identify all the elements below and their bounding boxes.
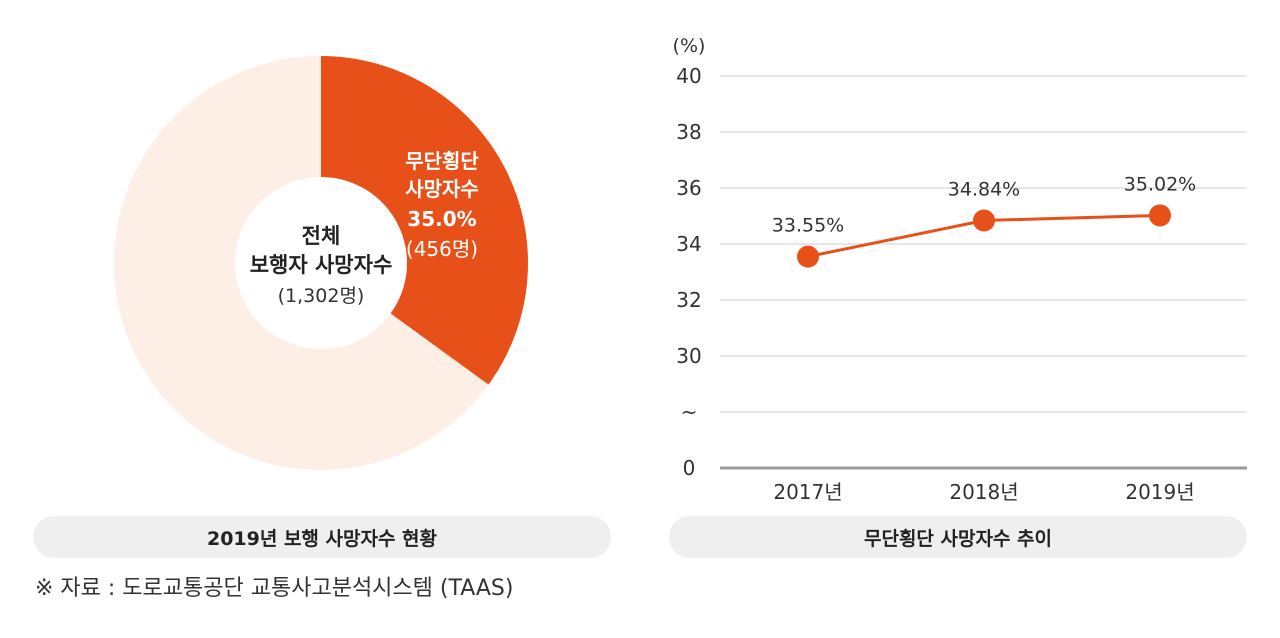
- slice-percent-label: 35.0%: [407, 207, 476, 231]
- slice-label-line2: 사망자수: [405, 177, 479, 201]
- donut-slice-1: [113, 56, 489, 470]
- source-note: ※ 자료 : 도로교통공단 교통사고분석시스템 (TAAS): [35, 576, 514, 601]
- y-tick-label: 0: [683, 456, 696, 480]
- y-tick-label: 30: [676, 344, 701, 368]
- line-chart-caption: 무단횡단 사망자수 추이: [669, 516, 1247, 558]
- data-point: [973, 209, 995, 232]
- slice-count-label: (456명): [406, 237, 478, 261]
- y-tick-label: ~: [681, 400, 698, 424]
- center-label-line3: (1,302명): [278, 285, 365, 307]
- y-unit-label: (%): [673, 35, 706, 57]
- y-tick-label: 36: [676, 176, 701, 200]
- data-point: [797, 245, 819, 268]
- y-tick-label: 38: [676, 120, 701, 144]
- data-point: [1149, 204, 1171, 227]
- data-label: 35.02%: [1124, 173, 1196, 195]
- y-tick-label: 34: [676, 232, 701, 256]
- x-tick-label: 2019년: [1125, 480, 1194, 504]
- donut-chart-caption: 2019년 보행 사망자수 현황: [33, 516, 611, 558]
- donut-slice-0: [321, 56, 528, 385]
- center-label-line2: 보행자 사망자수: [250, 253, 393, 277]
- data-label: 33.55%: [772, 215, 844, 237]
- x-tick-label: 2017년: [773, 480, 842, 504]
- y-tick-label: 40: [676, 64, 701, 88]
- data-label: 34.84%: [948, 178, 1020, 200]
- y-tick-label: 32: [676, 288, 701, 312]
- x-tick-label: 2018년: [949, 480, 1018, 504]
- center-label-line1: 전체: [302, 224, 341, 248]
- line-chart: (%) 40 38 36 34 32 30 ~0 33.55% 34.84% 35.02% 2017년…: [673, 35, 1247, 504]
- slice-label-line1: 무단횡단: [405, 149, 479, 173]
